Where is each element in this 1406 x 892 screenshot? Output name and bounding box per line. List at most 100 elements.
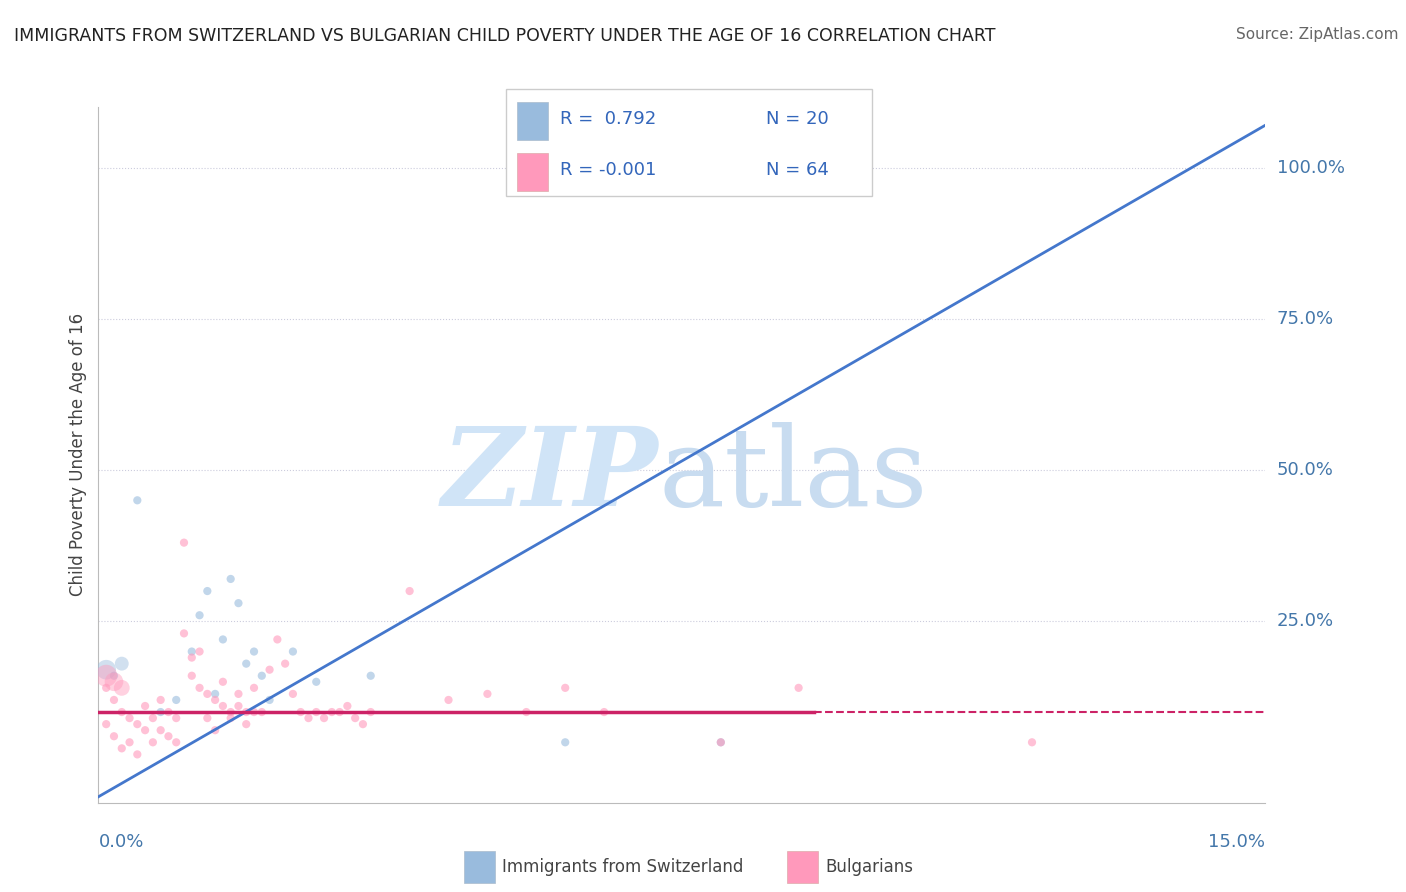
Point <box>477 687 499 701</box>
Point <box>96 681 118 695</box>
Point <box>266 632 288 647</box>
Point <box>204 687 226 701</box>
Point <box>142 735 165 749</box>
Text: Source: ZipAtlas.com: Source: ZipAtlas.com <box>1236 27 1399 42</box>
Point <box>180 669 202 683</box>
Point <box>149 705 172 719</box>
Point <box>165 711 187 725</box>
Point <box>259 693 281 707</box>
Text: R = -0.001: R = -0.001 <box>560 161 657 179</box>
Point <box>228 596 250 610</box>
Point <box>398 584 420 599</box>
Point <box>118 735 141 749</box>
Point <box>96 717 118 731</box>
Point <box>235 705 257 719</box>
Point <box>554 681 576 695</box>
Point <box>235 717 257 731</box>
Point <box>243 681 266 695</box>
Point <box>329 705 352 719</box>
Point <box>360 705 382 719</box>
Point <box>243 705 266 719</box>
Point <box>96 663 118 677</box>
Point <box>219 572 242 586</box>
Point <box>235 657 257 671</box>
Point <box>336 698 359 713</box>
Point <box>243 644 266 658</box>
Point <box>212 674 235 689</box>
Point <box>671 161 693 175</box>
Point <box>134 723 156 738</box>
Point <box>157 705 180 719</box>
Text: N = 64: N = 64 <box>766 161 830 179</box>
Point <box>165 693 187 707</box>
Point <box>111 705 134 719</box>
Point <box>437 693 460 707</box>
Text: 15.0%: 15.0% <box>1208 833 1265 851</box>
Point <box>111 741 134 756</box>
Point <box>103 693 125 707</box>
Point <box>321 705 343 719</box>
Point <box>1021 735 1043 749</box>
Point <box>219 705 242 719</box>
Point <box>228 687 250 701</box>
Point <box>710 735 733 749</box>
Text: 0.0%: 0.0% <box>98 833 143 851</box>
Point <box>305 705 328 719</box>
Point <box>103 669 125 683</box>
Point <box>204 723 226 738</box>
Point <box>127 747 149 762</box>
Text: R =  0.792: R = 0.792 <box>560 110 655 128</box>
Point <box>212 698 235 713</box>
Point <box>228 698 250 713</box>
Point <box>157 729 180 743</box>
Point <box>127 493 149 508</box>
Text: Immigrants from Switzerland: Immigrants from Switzerland <box>502 858 744 876</box>
Point <box>142 711 165 725</box>
Text: 75.0%: 75.0% <box>1277 310 1334 327</box>
Text: N = 20: N = 20 <box>766 110 830 128</box>
Point <box>188 644 211 658</box>
Text: ZIP: ZIP <box>441 422 658 530</box>
Point <box>188 608 211 623</box>
Point <box>554 735 576 749</box>
Point <box>173 626 195 640</box>
Point <box>212 632 235 647</box>
Point <box>360 669 382 683</box>
Point <box>312 711 335 725</box>
Point <box>787 681 810 695</box>
Point <box>710 735 733 749</box>
Point <box>281 644 304 658</box>
Text: 100.0%: 100.0% <box>1277 159 1344 177</box>
Y-axis label: Child Poverty Under the Age of 16: Child Poverty Under the Age of 16 <box>69 313 87 597</box>
Point <box>290 705 312 719</box>
Point <box>259 663 281 677</box>
Point <box>593 705 616 719</box>
Point <box>127 717 149 731</box>
Point <box>180 650 202 665</box>
Point <box>188 681 211 695</box>
Point <box>515 705 537 719</box>
Point <box>180 644 202 658</box>
Point <box>281 687 304 701</box>
Point <box>96 669 118 683</box>
Text: Bulgarians: Bulgarians <box>825 858 914 876</box>
Point <box>195 711 218 725</box>
Point <box>173 535 195 549</box>
Point <box>134 698 156 713</box>
Point <box>111 657 134 671</box>
Point <box>344 711 367 725</box>
Text: IMMIGRANTS FROM SWITZERLAND VS BULGARIAN CHILD POVERTY UNDER THE AGE OF 16 CORRE: IMMIGRANTS FROM SWITZERLAND VS BULGARIAN… <box>14 27 995 45</box>
Point <box>250 705 273 719</box>
Point <box>165 735 187 749</box>
Point <box>111 681 134 695</box>
Text: 25.0%: 25.0% <box>1277 612 1334 631</box>
Text: atlas: atlas <box>658 422 928 529</box>
Point <box>103 729 125 743</box>
Point <box>149 693 172 707</box>
Point <box>274 657 297 671</box>
Point <box>297 711 319 725</box>
Point <box>149 723 172 738</box>
Point <box>219 711 242 725</box>
Point <box>195 584 218 599</box>
Text: 50.0%: 50.0% <box>1277 461 1333 479</box>
